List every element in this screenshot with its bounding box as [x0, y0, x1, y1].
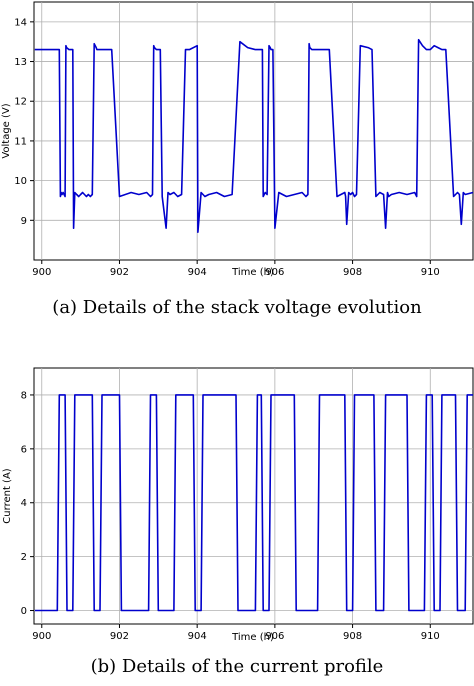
x-tick-label: 902 [110, 267, 129, 278]
series-line [34, 394, 473, 612]
x-tick-label: 904 [188, 631, 207, 642]
y-tick-label: 9 [21, 216, 27, 227]
y-tick-label: 8 [21, 390, 27, 401]
axis-ticks: 900 902 904 906 908 910 0 2 4 6 8 [21, 390, 440, 642]
caption-voltage: (a) Details of the stack voltage evoluti… [52, 297, 422, 318]
x-tick-label: 906 [265, 267, 284, 278]
series-line-group [34, 38, 474, 233]
y-tick-label: 6 [21, 444, 27, 455]
x-tick-label: 908 [343, 631, 362, 642]
y-tick-label: 12 [14, 97, 27, 108]
x-tick-label: 910 [421, 267, 440, 278]
y-tick-label: 11 [14, 136, 27, 147]
x-tick-label: 908 [343, 267, 362, 278]
y-tick-label: 2 [21, 552, 27, 563]
plot-area-frame [33, 1, 474, 261]
x-tick-label: 906 [265, 631, 284, 642]
caption-current: (b) Details of the current profile [90, 656, 384, 677]
series-line [34, 38, 474, 233]
y-tick-label: 14 [14, 17, 27, 28]
grid-lines [34, 368, 473, 624]
x-tick-label: 902 [110, 631, 129, 642]
plot-area-frame [33, 367, 474, 625]
x-tick-label: 900 [32, 631, 51, 642]
y-axis-label: Voltage (V) [1, 103, 12, 158]
y-tick-label: 0 [21, 606, 27, 617]
y-tick-label: 13 [14, 57, 27, 68]
y-tick-label: 10 [14, 176, 27, 187]
x-axis-label: Time (h) [231, 267, 274, 278]
series-line-group [34, 394, 473, 612]
y-tick-label: 4 [21, 498, 27, 509]
x-tick-label: 900 [32, 267, 51, 278]
y-axis-label: Current (A) [2, 468, 13, 523]
x-axis-label: Time (h) [231, 632, 274, 643]
x-tick-label: 910 [421, 631, 440, 642]
x-tick-label: 904 [188, 267, 207, 278]
current-chart: 900 902 904 906 908 910 0 2 4 6 8 Time (h) Current… [2, 367, 474, 643]
